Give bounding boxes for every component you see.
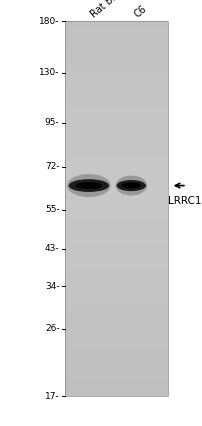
Bar — [65, 302, 168, 307]
Bar — [65, 73, 168, 78]
Bar — [65, 256, 168, 260]
Bar — [65, 387, 168, 391]
Bar — [65, 317, 168, 321]
Bar — [65, 345, 168, 349]
Bar — [65, 321, 168, 326]
Bar — [65, 124, 168, 129]
Bar — [65, 78, 168, 82]
Text: 17-: 17- — [45, 391, 60, 401]
Bar — [65, 49, 168, 54]
Bar — [65, 209, 168, 213]
Text: 26-: 26- — [45, 324, 60, 333]
Text: 34-: 34- — [45, 282, 60, 291]
Bar — [65, 181, 168, 185]
Bar — [65, 190, 168, 195]
Bar — [65, 284, 168, 288]
Bar — [65, 223, 168, 227]
Bar — [65, 368, 168, 373]
Bar — [65, 270, 168, 274]
Bar — [65, 377, 168, 382]
Text: 130-: 130- — [39, 69, 60, 78]
Bar — [65, 92, 168, 96]
Bar — [65, 312, 168, 317]
Bar — [65, 279, 168, 284]
Bar — [65, 87, 168, 92]
Bar — [65, 120, 168, 124]
Bar — [65, 82, 168, 87]
Bar — [65, 21, 168, 396]
Bar — [65, 54, 168, 59]
Bar — [65, 293, 168, 298]
Text: 55-: 55- — [45, 205, 60, 214]
Bar — [65, 227, 168, 232]
Bar — [65, 110, 168, 115]
Bar — [65, 35, 168, 40]
Bar — [65, 63, 168, 68]
Bar — [65, 138, 168, 143]
Bar — [65, 213, 168, 218]
Bar — [65, 40, 168, 45]
Bar — [65, 31, 168, 35]
Bar — [65, 354, 168, 359]
Ellipse shape — [76, 182, 102, 189]
Bar — [65, 242, 168, 246]
Bar — [65, 265, 168, 270]
Bar — [65, 237, 168, 242]
Bar — [65, 232, 168, 237]
Bar — [65, 115, 168, 120]
Bar — [65, 288, 168, 293]
Text: 43-: 43- — [45, 244, 60, 253]
Bar — [65, 68, 168, 73]
Bar — [65, 176, 168, 181]
Bar — [65, 129, 168, 134]
Ellipse shape — [69, 179, 109, 192]
Bar — [65, 21, 168, 26]
Text: Rat Brain: Rat Brain — [89, 0, 130, 19]
Bar — [65, 391, 168, 396]
Bar — [65, 59, 168, 63]
Bar — [65, 195, 168, 199]
Bar — [65, 185, 168, 190]
Bar — [65, 251, 168, 256]
Bar — [65, 171, 168, 176]
Text: C6: C6 — [132, 3, 149, 19]
Ellipse shape — [122, 182, 141, 189]
Bar — [65, 274, 168, 279]
Text: 95-: 95- — [45, 118, 60, 127]
Ellipse shape — [116, 176, 147, 196]
Bar — [65, 157, 168, 162]
Bar — [65, 340, 168, 345]
Bar — [65, 204, 168, 209]
Bar — [65, 298, 168, 302]
Bar — [65, 153, 168, 157]
Bar — [65, 101, 168, 106]
Bar — [65, 26, 168, 31]
Text: 180-: 180- — [39, 17, 60, 26]
Bar — [65, 373, 168, 377]
Bar — [65, 331, 168, 335]
Bar — [65, 307, 168, 312]
Bar — [65, 349, 168, 354]
Ellipse shape — [67, 174, 111, 197]
Bar — [65, 359, 168, 363]
Bar — [65, 148, 168, 153]
Ellipse shape — [117, 180, 146, 191]
Bar — [65, 134, 168, 138]
Bar — [65, 106, 168, 110]
Bar — [65, 382, 168, 387]
Text: 72-: 72- — [45, 162, 60, 171]
Bar — [65, 363, 168, 368]
Bar — [65, 199, 168, 204]
Bar — [65, 167, 168, 171]
Text: LRRC15: LRRC15 — [168, 196, 202, 206]
Bar — [65, 162, 168, 167]
Bar — [65, 335, 168, 340]
Bar — [65, 45, 168, 49]
Bar — [65, 260, 168, 265]
Bar — [65, 143, 168, 148]
Bar — [65, 246, 168, 251]
Bar — [65, 96, 168, 101]
Bar — [65, 218, 168, 223]
Bar — [65, 326, 168, 331]
